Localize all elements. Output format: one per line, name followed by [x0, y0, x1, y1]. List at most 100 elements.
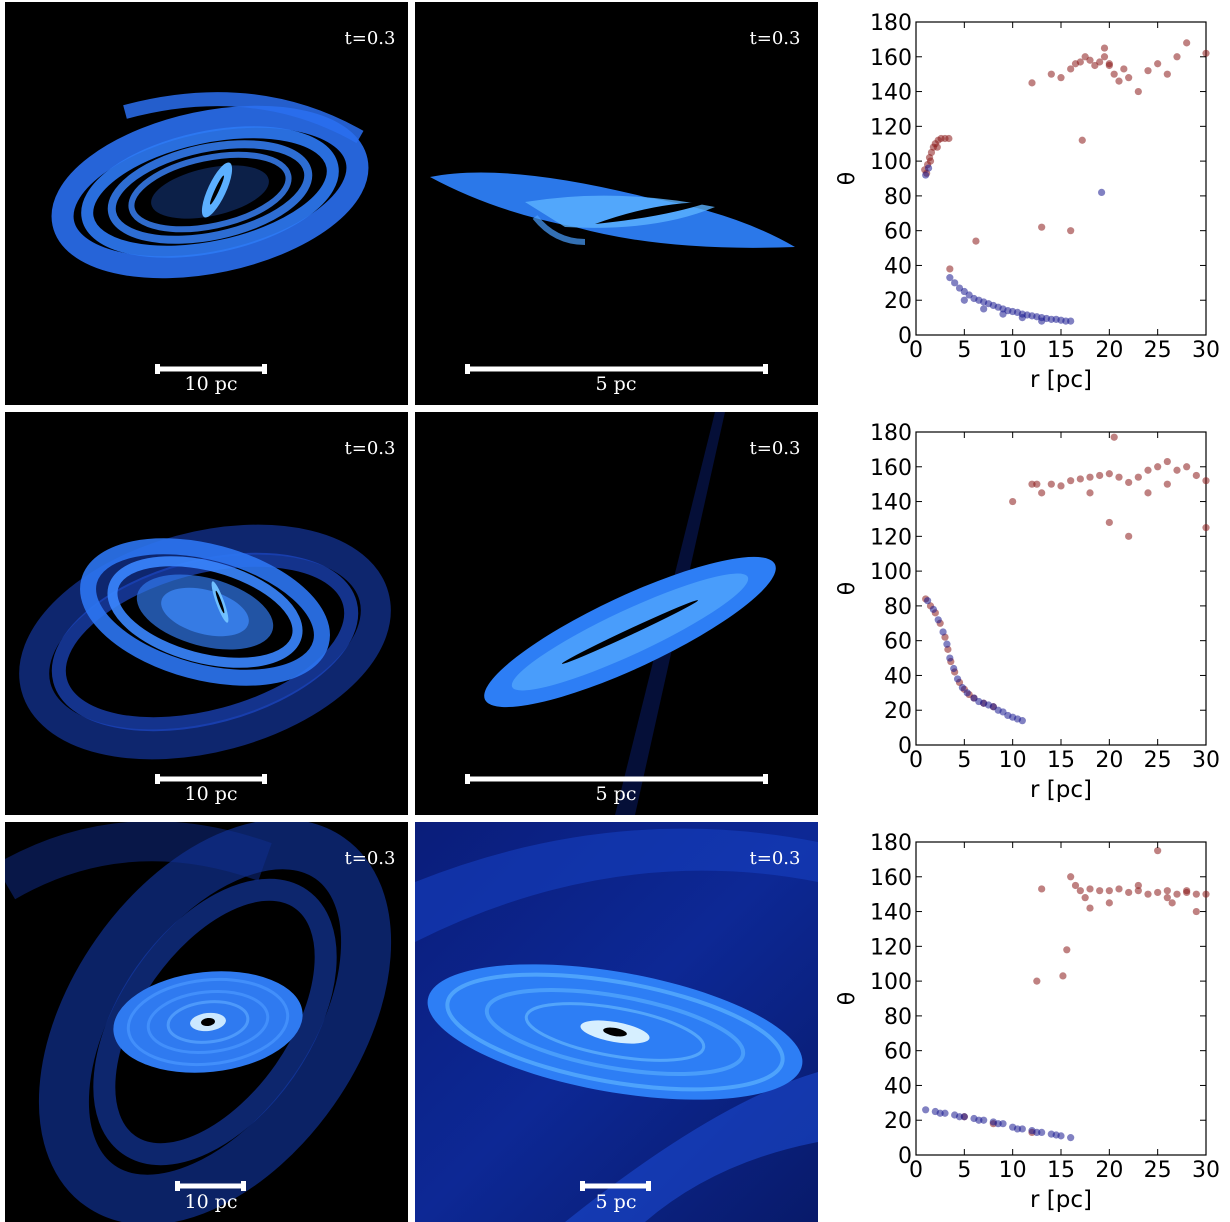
red-point	[1154, 60, 1162, 68]
red-point	[1105, 61, 1113, 70]
y-tick-label: 40	[884, 664, 912, 689]
red-point	[1192, 907, 1200, 916]
x-axis-label: r [pc]	[1030, 777, 1092, 803]
y-tick-label: 180	[870, 11, 912, 36]
red-point	[1115, 77, 1123, 85]
y-tick-label: 60	[884, 220, 912, 245]
x-tick-label: 25	[1144, 1158, 1172, 1183]
row1-right-time-label: t=0.3	[750, 28, 801, 49]
x-tick-label: 5	[957, 1158, 971, 1183]
plot-frame	[915, 841, 1207, 1156]
row1-right-scale-label: 5 pc	[596, 373, 637, 395]
red-point	[1144, 466, 1152, 474]
red-point	[1028, 79, 1036, 87]
red-point	[1163, 894, 1171, 902]
y-axis-label: θ	[835, 582, 860, 595]
y-tick-label: 120	[870, 115, 912, 140]
y-tick-label: 140	[870, 491, 912, 516]
x-axis-label: r [pc]	[1030, 1187, 1092, 1213]
x-tick-label: 25	[1144, 748, 1172, 773]
blue-point	[951, 279, 959, 287]
red-point	[1100, 44, 1109, 52]
red-point	[926, 157, 935, 165]
red-point	[1067, 873, 1075, 881]
x-tick-label: 0	[909, 1158, 923, 1183]
y-tick-label: 180	[870, 831, 912, 856]
red-point	[1063, 946, 1071, 954]
red-point	[1057, 482, 1065, 490]
x-tick-label: 20	[1095, 748, 1123, 773]
blue-point	[980, 305, 988, 313]
red-point	[1154, 888, 1162, 897]
blue-point	[922, 1106, 930, 1114]
red-point	[1115, 473, 1123, 481]
red-point	[1183, 887, 1191, 895]
red-point	[1105, 887, 1113, 895]
x-tick-label: 20	[1095, 338, 1123, 363]
red-point	[1086, 904, 1094, 912]
red-point	[1115, 885, 1123, 893]
red-point	[1154, 847, 1162, 855]
red-point	[1067, 65, 1075, 73]
y-tick-label: 0	[898, 324, 912, 349]
y-tick-label: 80	[884, 1005, 912, 1030]
red-point	[1086, 885, 1094, 893]
y-tick-label: 60	[884, 630, 912, 655]
blue-point	[999, 310, 1007, 318]
red-point	[1110, 433, 1118, 441]
row3-theta-r-plot: 0 5 10 15 20 25 30 0 20 40 60 80 100 120 140 160 180 r [p…	[835, 831, 1220, 1213]
blue-point	[975, 1116, 983, 1124]
red-point	[946, 265, 954, 273]
red-point	[1057, 74, 1065, 82]
red-point	[1110, 70, 1118, 78]
red-point	[1076, 475, 1084, 483]
x-tick-label: 30	[1192, 748, 1220, 773]
red-point	[1125, 478, 1133, 487]
red-point	[1047, 480, 1055, 488]
red-point	[1086, 473, 1094, 481]
y-tick-label: 140	[870, 901, 912, 926]
red-point	[933, 143, 941, 151]
row1-face-on-image: 10 pc t=0.3	[5, 2, 408, 405]
blue-point	[963, 689, 971, 697]
row1-left-scale-label: 10 pc	[184, 373, 237, 395]
row2-edge-on-image: 5 pc t=0.3	[415, 412, 818, 815]
blue-point	[939, 628, 947, 636]
red-point	[1202, 890, 1210, 898]
red-point	[1183, 463, 1191, 471]
y-tick-label: 120	[870, 935, 912, 960]
x-axis-label: r [pc]	[1030, 367, 1092, 393]
red-point	[1067, 477, 1075, 485]
x-tick-label: 25	[1144, 338, 1172, 363]
y-axis-label: θ	[835, 992, 860, 1005]
blue-point	[924, 164, 933, 172]
blue-point	[958, 684, 966, 692]
y-tick-label: 0	[898, 1144, 912, 1169]
x-tick-label: 0	[909, 338, 923, 363]
red-point	[1096, 58, 1104, 66]
red-point	[1076, 887, 1084, 895]
red-point	[1125, 74, 1133, 82]
red-point	[1134, 473, 1142, 481]
red-point	[1144, 67, 1152, 75]
y-tick-label: 160	[870, 456, 912, 481]
red-point	[1173, 466, 1181, 474]
red-point	[1163, 457, 1171, 466]
blue-point	[946, 654, 954, 662]
red-point	[1081, 894, 1089, 902]
blue-point	[1013, 1125, 1022, 1133]
y-tick-label: 120	[870, 525, 912, 550]
plot-frame	[915, 431, 1207, 746]
row3-face-on-image: 10 pc t=0.3	[5, 822, 408, 1222]
row3-right-time-label: t=0.3	[750, 848, 801, 869]
red-point	[1134, 881, 1142, 890]
red-point	[1125, 532, 1133, 540]
y-tick-label: 100	[870, 560, 912, 585]
x-tick-label: 15	[1047, 1158, 1075, 1183]
blue-point	[936, 1109, 944, 1117]
red-point	[1202, 477, 1210, 485]
red-point	[1192, 471, 1200, 480]
red-point	[1163, 887, 1171, 895]
y-axis-label: θ	[835, 172, 860, 185]
blue-point	[1018, 314, 1026, 322]
